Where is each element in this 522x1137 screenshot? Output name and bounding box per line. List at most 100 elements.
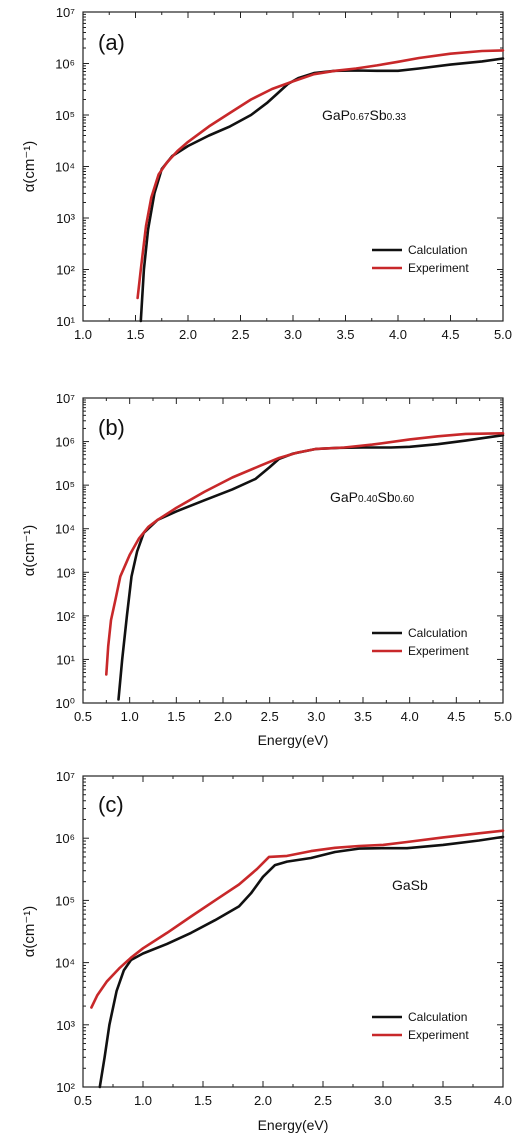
data-point-calculation — [478, 839, 480, 842]
data-point-experiment — [187, 141, 189, 143]
y-tick-label: 10⁶ — [55, 831, 75, 846]
data-point-calculation — [190, 932, 192, 934]
data-point-experiment — [214, 899, 216, 902]
data-point-calculation — [121, 658, 124, 661]
series-line-experiment — [90, 829, 505, 1009]
data-point-experiment — [315, 448, 318, 450]
x-tick-label: 5.0 — [494, 709, 512, 724]
x-tick-label: 2.5 — [314, 1093, 332, 1108]
data-point-experiment — [229, 112, 231, 114]
data-point-experiment — [231, 476, 234, 479]
data-point-calculation — [274, 864, 276, 866]
x-tick-label: 3.5 — [434, 1093, 452, 1108]
y-tick-label: 10³ — [56, 1018, 75, 1033]
x-tick-label: 2.0 — [179, 327, 197, 342]
data-point-calculation — [142, 952, 144, 955]
data-point-calculation — [334, 851, 336, 853]
y-tick-label: 10² — [56, 263, 75, 278]
data-point-experiment — [449, 52, 452, 55]
data-point-experiment — [436, 435, 439, 438]
data-point-experiment — [278, 457, 280, 459]
data-point-calculation — [436, 443, 439, 446]
data-point-calculation — [268, 466, 271, 468]
compound-annotation: GaP0.67Sb0.33 — [322, 107, 407, 123]
data-point-experiment — [238, 883, 240, 886]
data-point-experiment — [464, 433, 467, 435]
data-point-experiment — [478, 832, 480, 835]
x-tick-label: 3.5 — [354, 709, 372, 724]
data-point-experiment — [175, 507, 178, 509]
data-point-calculation — [208, 134, 210, 137]
x-tick-label: 1.0 — [74, 327, 92, 342]
data-point-calculation — [187, 145, 189, 147]
series-line-experiment — [105, 432, 505, 676]
y-tick-label: 10⁵ — [55, 478, 75, 493]
element-symbol: GaP — [330, 489, 358, 505]
x-tick-label: 2.0 — [254, 1093, 272, 1108]
data-point-experiment — [481, 50, 483, 52]
data-point-experiment — [442, 836, 444, 839]
data-point-experiment — [136, 297, 139, 299]
x-tick-label: 4.5 — [441, 327, 459, 342]
data-point-experiment — [119, 575, 122, 578]
x-tick-label: 1.5 — [126, 327, 144, 342]
data-point-experiment — [286, 855, 288, 857]
data-point-calculation — [108, 1023, 111, 1026]
data-point-calculation — [406, 847, 408, 850]
data-point-calculation — [262, 875, 264, 878]
data-point-experiment — [382, 844, 384, 846]
y-tick-label: 10⁴ — [55, 522, 75, 537]
data-point-calculation — [382, 847, 384, 850]
x-tick-label: 2.0 — [214, 709, 232, 724]
data-point-experiment — [208, 125, 210, 128]
data-point-experiment — [106, 980, 108, 983]
data-point-experiment — [203, 491, 206, 493]
legend: Calculation Experiment — [372, 243, 469, 275]
chart-panel-a: 1.0 1.5 2.0 2.5 3.0 3.5 4.0 4.5 5.0 10¹ 10² 10³ 10⁴ 1… — [21, 5, 512, 342]
data-point-experiment — [313, 73, 315, 76]
data-point-experiment — [176, 150, 179, 152]
legend: Calculation Experiment — [372, 1010, 469, 1042]
data-point-calculation — [502, 836, 504, 838]
data-point-experiment — [296, 451, 299, 454]
data-point-experiment — [114, 597, 117, 600]
x-tick-label: 2.5 — [231, 327, 249, 342]
data-point-calculation — [115, 990, 118, 992]
data-point-experiment — [166, 161, 168, 164]
data-point-experiment — [157, 173, 160, 176]
subscript: 0.67 — [350, 112, 370, 123]
element-symbol: Sb — [369, 107, 386, 123]
data-point-experiment — [502, 829, 504, 832]
data-point-experiment — [502, 432, 504, 435]
data-point-experiment — [150, 196, 153, 199]
chart-panel-c: 0.5 1.0 1.5 2.0 2.5 3.0 3.5 4.0 10² 10³ 10⁴ 10⁵ 10⁶ 1… — [21, 769, 512, 1133]
y-tick-label: 10⁷ — [56, 769, 75, 784]
legend-label-calculation: Calculation — [408, 626, 467, 640]
data-point-calculation — [98, 1086, 101, 1088]
data-point-calculation — [166, 943, 168, 945]
y-tick-label: 10⁵ — [55, 893, 75, 908]
x-tick-label: 3.0 — [374, 1093, 392, 1108]
x-tick-label: 0.5 — [74, 1093, 92, 1108]
data-point-calculation — [502, 434, 504, 437]
data-point-experiment — [292, 80, 294, 83]
element-symbol: GaP — [322, 107, 350, 123]
data-point-calculation — [286, 860, 288, 863]
data-point-calculation — [143, 268, 145, 271]
data-point-experiment — [334, 846, 336, 849]
data-point-experiment — [139, 268, 142, 271]
y-tick-label: 10⁴ — [55, 160, 75, 175]
series-line-calculation — [117, 433, 505, 701]
data-point-experiment — [147, 526, 150, 528]
subscript: 0.33 — [387, 112, 407, 123]
data-point-calculation — [147, 228, 150, 231]
data-point-experiment — [156, 518, 159, 521]
data-point-experiment — [105, 673, 108, 676]
panel-label: (a) — [98, 30, 125, 55]
chart-panel-b: 0.5 1.0 1.5 2.0 2.5 3.0 3.5 4.0 4.5 5.0 10⁰ 10¹ 10² 1… — [21, 391, 512, 748]
data-point-calculation — [362, 446, 364, 449]
data-point-experiment — [310, 850, 312, 852]
legend-label-calculation: Calculation — [408, 243, 467, 257]
x-tick-label: 3.0 — [284, 327, 302, 342]
data-point-calculation — [418, 67, 420, 70]
